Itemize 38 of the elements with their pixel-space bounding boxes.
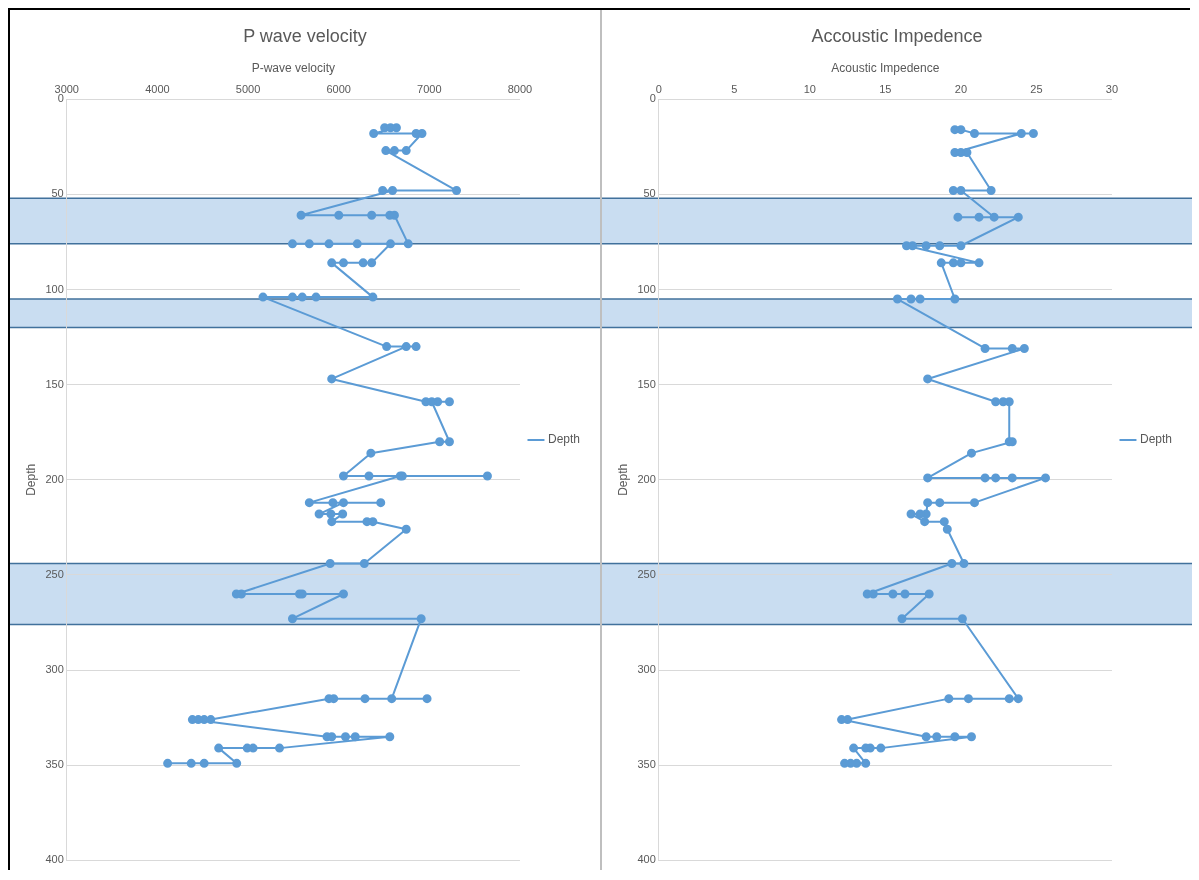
- y-tick-label: 200: [637, 472, 656, 485]
- x-tick-label: 3000: [54, 82, 79, 95]
- x-tick-label: 20: [954, 82, 968, 95]
- y-tick-label: 400: [45, 853, 64, 866]
- y-tick-label: 400: [637, 853, 656, 866]
- y-tick-label: 250: [45, 567, 64, 580]
- y-tick-label: 300: [637, 663, 656, 676]
- y-tick-label: 0: [649, 92, 656, 105]
- y-tick-label: 150: [637, 377, 656, 390]
- x-axis-title: P-wave velocity: [251, 61, 336, 76]
- legend-label: Depth: [1139, 432, 1173, 447]
- y-tick-label: 200: [45, 472, 64, 485]
- x-tick-label: 8000: [507, 82, 533, 95]
- y-tick-label: 150: [45, 377, 64, 390]
- y-tick-label: 100: [637, 282, 656, 295]
- x-axis-title: Acoustic Impedence: [831, 61, 940, 76]
- x-tick-label: 7000: [417, 82, 442, 95]
- x-tick-label: 5000: [235, 82, 261, 95]
- legend-label: Depth: [547, 432, 581, 447]
- x-tick-label: 4000: [145, 82, 170, 95]
- y-tick-label: 300: [45, 663, 64, 676]
- y-tick-label: 350: [45, 758, 64, 771]
- y-tick-label: 50: [51, 187, 64, 200]
- y-tick-label: 250: [637, 567, 656, 580]
- chart-title: Accoustic Impedence: [811, 25, 983, 46]
- x-tick-label: 30: [1105, 82, 1119, 95]
- y-axis-title: Depth: [23, 463, 38, 496]
- x-tick-label: 25: [1030, 82, 1043, 95]
- y-tick-label: 50: [643, 187, 656, 200]
- y-axis-title: Depth: [615, 463, 630, 496]
- y-tick-label: 100: [45, 282, 64, 295]
- chart-title: P wave velocity: [243, 25, 367, 46]
- x-tick-label: 15: [879, 82, 892, 95]
- y-tick-label: 0: [57, 92, 64, 105]
- x-tick-label: 6000: [326, 82, 351, 95]
- x-tick-label: 5: [731, 82, 738, 95]
- x-tick-label: 10: [803, 82, 816, 95]
- y-tick-label: 350: [637, 758, 656, 771]
